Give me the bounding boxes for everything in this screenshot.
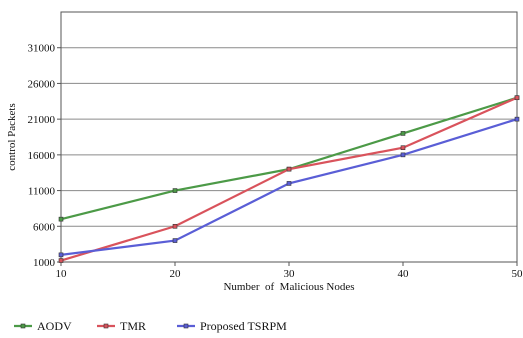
plot-frame — [60, 11, 518, 263]
y-tick-label: 1000 — [33, 257, 56, 269]
y-tick-label: 31000 — [28, 43, 56, 55]
series-3 — [58, 116, 520, 258]
x-axis-ticks: 10 20 30 40 50 — [56, 262, 523, 280]
y-tick-label: 26000 — [28, 78, 56, 90]
legend: AODV TMR Proposed TSRPM — [14, 319, 287, 333]
legend-label: TMR — [120, 319, 146, 333]
legend-swatch-marker — [183, 323, 189, 329]
data-point — [172, 188, 178, 193]
y-axis-ticks: 1000 6000 11000 16000 21000 26000 31000 — [28, 43, 61, 269]
x-tick-label: 50 — [512, 268, 523, 280]
x-tick-label: 20 — [170, 268, 182, 280]
data-point — [286, 166, 292, 172]
series-2 — [58, 95, 520, 263]
data-point — [400, 131, 406, 136]
data-point — [172, 238, 178, 243]
data-point — [514, 116, 520, 122]
data-point — [58, 258, 64, 263]
y-tick-label: 16000 — [28, 150, 56, 162]
x-tick-label: 40 — [398, 268, 410, 280]
legend-item: AODV — [14, 319, 72, 333]
series-line — [60, 118, 518, 256]
y-tick-label: 11000 — [28, 186, 56, 198]
legend-item: TMR — [97, 319, 146, 333]
legend-item: Proposed TSRPM — [177, 319, 287, 333]
x-tick-label: 10 — [56, 268, 68, 280]
legend-swatch-marker — [20, 323, 26, 329]
series-1 — [58, 95, 520, 222]
y-tick-label: 21000 — [28, 114, 56, 126]
data-point — [514, 95, 520, 101]
series-line — [60, 96, 518, 221]
data-point — [58, 252, 64, 258]
data-point — [286, 181, 292, 186]
y-tick-label: 6000 — [33, 221, 56, 233]
series-group — [58, 95, 520, 263]
data-point — [172, 223, 178, 229]
grid-lines — [61, 47, 517, 227]
series-line — [60, 96, 518, 262]
legend-label: Proposed TSRPM — [200, 319, 287, 333]
x-axis-title: Number of Malicious Nodes — [223, 281, 354, 293]
legend-label: AODV — [37, 319, 72, 333]
data-point — [400, 152, 406, 158]
legend-swatch-marker — [103, 323, 109, 329]
data-point — [400, 145, 406, 151]
data-point — [58, 216, 64, 222]
x-tick-label: 30 — [284, 268, 296, 280]
y-axis-title: control Packets — [6, 103, 18, 171]
